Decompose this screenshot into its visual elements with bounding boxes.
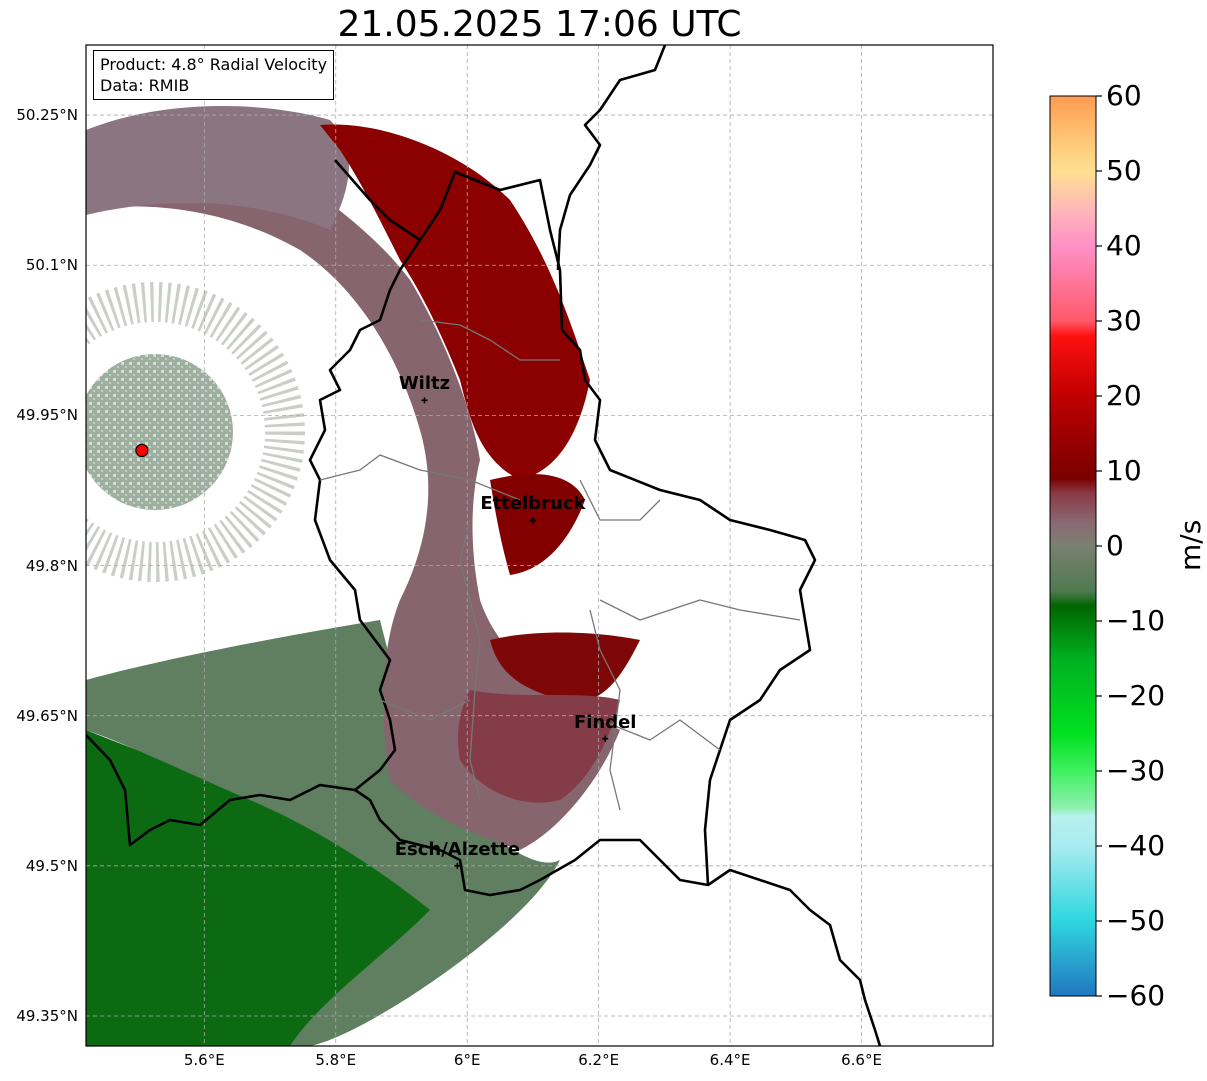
lon-tick-label: 6°E — [453, 1051, 481, 1069]
lat-tick-label: 49.5°N — [25, 856, 78, 875]
info-product: Product: 4.8° Radial Velocity — [100, 55, 328, 74]
echo-receding-mid — [490, 474, 585, 575]
lon-tick-label: 5.8°E — [315, 1051, 357, 1069]
country-border-luxembourg — [308, 170, 817, 897]
country-border-france — [86, 734, 356, 847]
colorbar-tick-label: 30 — [1106, 304, 1142, 337]
echo-findel — [458, 690, 620, 803]
colorbar-tick-label: 60 — [1106, 79, 1142, 112]
city-label: Ettelbruck — [480, 493, 586, 515]
echo-near-zero — [86, 163, 620, 850]
radar-echoes — [86, 106, 640, 1046]
info-source: Data: RMIB — [100, 76, 190, 95]
lat-tick-label: 50.1°N — [25, 256, 78, 275]
colorbar-tick-label: −10 — [1106, 604, 1166, 637]
colorbar-tick-label: 40 — [1106, 229, 1142, 262]
lon-tick-label: 6.2°E — [578, 1051, 620, 1069]
country-border-germany-east — [556, 45, 667, 271]
echo-near-zero-north — [86, 106, 349, 230]
city-marker — [454, 862, 461, 869]
city-label: Findel — [573, 711, 637, 733]
gridlines — [86, 45, 993, 1046]
colorbar-tick-label: −30 — [1106, 754, 1166, 787]
radar-site-marker — [135, 443, 149, 458]
colorbar-tick-label: −60 — [1106, 979, 1166, 1012]
canton-borders — [319, 319, 801, 811]
lat-tick-label: 49.95°N — [16, 406, 78, 425]
lon-tick-label: 6.6°E — [841, 1051, 882, 1069]
lat-tick-label: 49.8°N — [25, 556, 78, 575]
city-markers — [421, 397, 609, 869]
colorbar-tick-label: 0 — [1106, 529, 1124, 562]
country-border-france-germany — [707, 868, 882, 1046]
lon-tick-label: 6.4°E — [709, 1051, 751, 1069]
lat-tick-label: 49.35°N — [16, 1006, 78, 1025]
lat-tick-label: 49.65°N — [16, 706, 78, 725]
colorbar-tick-label: 10 — [1106, 454, 1142, 487]
map-title: 21.05.2025 17:06 UTC — [337, 4, 742, 45]
colorbar — [1049, 95, 1097, 997]
colorbar-tick-label: 20 — [1106, 379, 1142, 412]
city-label: Esch/Alzette — [394, 838, 520, 860]
colorbar-tick-label: 50 — [1106, 154, 1142, 187]
radar-clutter — [86, 282, 305, 582]
lon-tick-label: 5.6°E — [183, 1051, 225, 1069]
colorbar-tickmarks — [1096, 95, 1102, 997]
colorbar-tick-label: −20 — [1106, 679, 1166, 712]
echo-receding-south — [490, 632, 640, 702]
colorbar-unit-label: m/s — [1174, 519, 1207, 571]
colorbar-tick-label: −40 — [1106, 829, 1166, 862]
city-marker — [602, 735, 609, 742]
city-marker — [529, 517, 536, 524]
borders — [86, 45, 882, 1046]
country-border-belgium — [334, 159, 421, 242]
echo-approaching-strong — [86, 730, 450, 1046]
colorbar-tick-label: −50 — [1106, 904, 1166, 937]
echo-receding — [320, 124, 590, 481]
plot-frame — [85, 44, 994, 1047]
lat-tick-label: 50.25°N — [16, 106, 78, 125]
city-label: Wiltz — [398, 373, 451, 395]
info-box: Product: 4.8° Radial Velocity Data: RMIB — [93, 50, 335, 100]
city-marker — [421, 397, 428, 404]
